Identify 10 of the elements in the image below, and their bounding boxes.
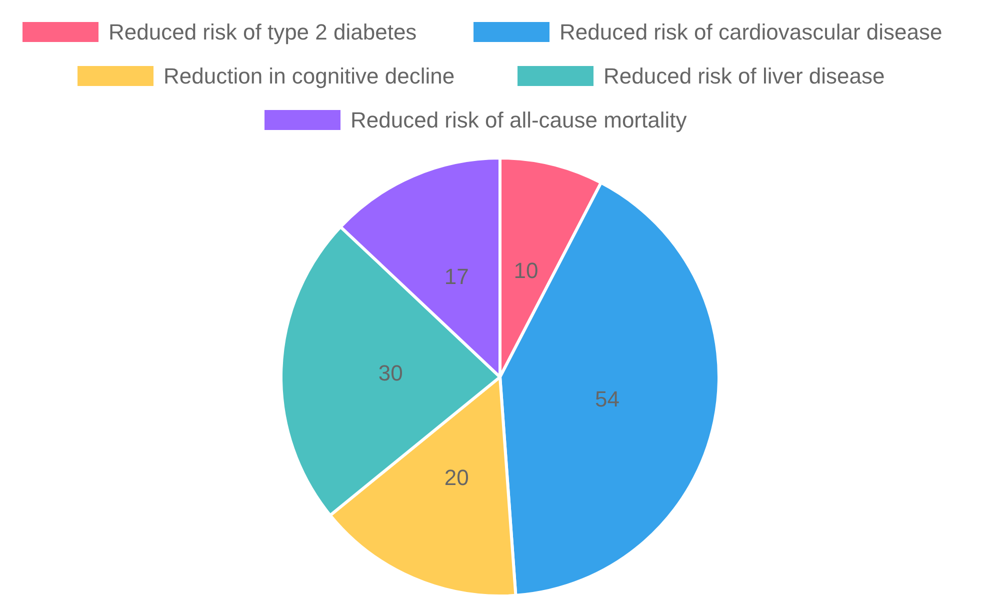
data-label: 17 — [444, 264, 469, 289]
data-label: 10 — [514, 258, 538, 284]
data-label: 20 — [444, 465, 469, 490]
legend-label: Reduced risk of all-cause mortality — [350, 108, 687, 132]
legend-label: Reduction in cognitive decline — [164, 64, 455, 88]
legend-label: Reduced risk of type 2 diabetes — [108, 20, 417, 44]
legend-label: Reduced risk of cardiovascular disease — [560, 20, 942, 44]
legend-label: Reduced risk of liver disease — [604, 64, 885, 88]
data-label: 30 — [378, 360, 403, 386]
data-label: 54 — [594, 386, 620, 412]
